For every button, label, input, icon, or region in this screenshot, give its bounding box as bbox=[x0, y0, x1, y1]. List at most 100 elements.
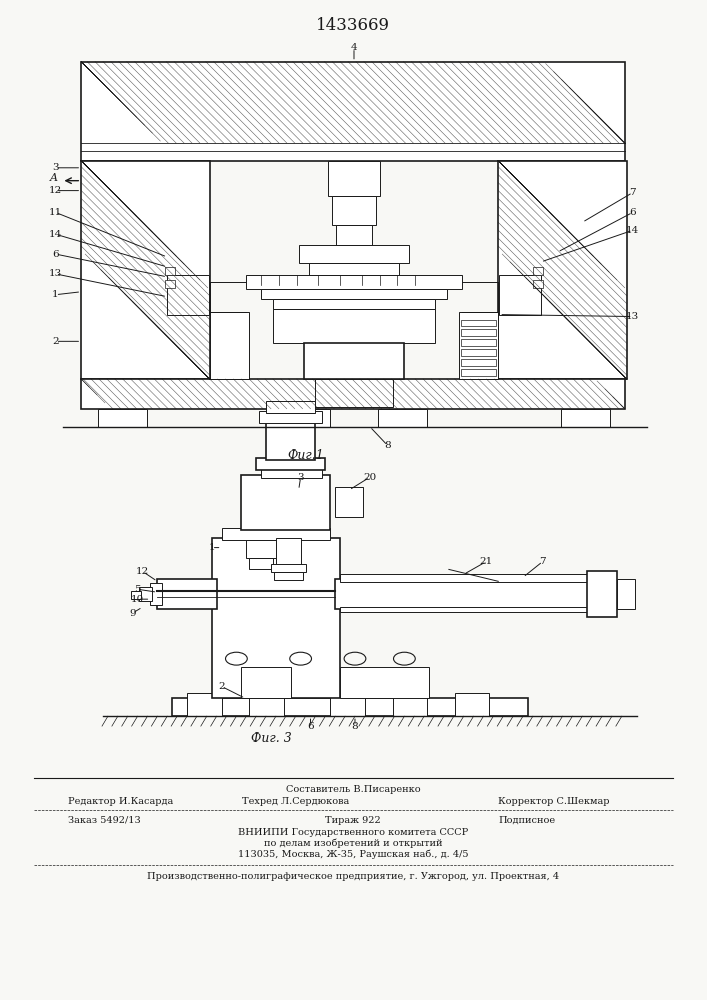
Bar bbox=[98, 409, 148, 427]
Bar bbox=[315, 379, 392, 407]
Bar bbox=[250, 693, 284, 716]
Bar bbox=[165, 280, 175, 288]
Bar bbox=[281, 409, 330, 427]
Bar bbox=[139, 587, 153, 601]
Bar bbox=[210, 312, 250, 379]
Bar bbox=[392, 693, 427, 716]
Bar bbox=[588, 571, 617, 617]
Bar bbox=[273, 309, 435, 343]
Bar bbox=[461, 320, 496, 326]
Text: 13: 13 bbox=[49, 269, 62, 278]
Bar bbox=[335, 487, 363, 517]
Bar bbox=[617, 579, 635, 609]
Bar bbox=[303, 343, 404, 379]
Text: 10: 10 bbox=[131, 595, 144, 604]
Text: 113035, Москва, Ж-35, Раушская наб., д. 4/5: 113035, Москва, Ж-35, Раушская наб., д. … bbox=[238, 849, 468, 859]
Text: 4: 4 bbox=[351, 43, 357, 52]
Text: 20: 20 bbox=[363, 473, 376, 482]
Bar bbox=[461, 359, 496, 366]
Bar bbox=[271, 564, 305, 572]
Text: Составитель В.Писаренко: Составитель В.Писаренко bbox=[286, 785, 421, 794]
Bar bbox=[498, 161, 626, 379]
Bar bbox=[340, 607, 588, 612]
Text: 7: 7 bbox=[629, 188, 636, 197]
Text: A: A bbox=[49, 173, 57, 183]
Bar bbox=[461, 339, 496, 346]
Text: 3: 3 bbox=[298, 473, 304, 482]
Bar bbox=[81, 62, 625, 161]
Text: 11: 11 bbox=[49, 208, 62, 217]
Bar bbox=[298, 245, 409, 263]
Bar bbox=[335, 579, 592, 609]
Bar bbox=[81, 161, 210, 379]
Text: 6: 6 bbox=[52, 250, 59, 259]
Text: 6: 6 bbox=[308, 722, 314, 731]
Text: 5: 5 bbox=[134, 585, 141, 594]
Bar bbox=[328, 161, 380, 196]
Bar bbox=[266, 401, 315, 413]
Text: 1433669: 1433669 bbox=[316, 17, 390, 34]
Text: Производственно-полиграфическое предприятие, г. Ужгород, ул. Проектная, 4: Производственно-полиграфическое предприя… bbox=[147, 872, 559, 881]
Text: 1: 1 bbox=[52, 290, 59, 299]
Text: 14: 14 bbox=[49, 230, 62, 239]
Text: по делам изобретений и открытий: по делам изобретений и открытий bbox=[264, 838, 443, 848]
Bar bbox=[461, 329, 496, 336]
Bar bbox=[246, 540, 276, 558]
Bar bbox=[273, 299, 435, 309]
Bar bbox=[246, 275, 462, 289]
Bar bbox=[499, 275, 541, 315]
Bar bbox=[259, 411, 322, 423]
Bar bbox=[241, 475, 330, 530]
Bar bbox=[533, 267, 543, 275]
Bar bbox=[81, 379, 625, 409]
Bar bbox=[211, 538, 340, 698]
Bar bbox=[266, 421, 315, 460]
Text: Подписное: Подписное bbox=[498, 816, 556, 825]
Text: 13: 13 bbox=[626, 312, 639, 321]
Text: 9: 9 bbox=[129, 609, 136, 618]
Bar bbox=[276, 538, 300, 579]
Bar bbox=[533, 280, 543, 288]
Text: ВНИИПИ Государственного комитета СССР: ВНИИПИ Государственного комитета СССР bbox=[238, 828, 468, 837]
Bar bbox=[332, 196, 375, 225]
Bar bbox=[151, 583, 163, 605]
Text: 2: 2 bbox=[218, 682, 225, 691]
Bar bbox=[261, 468, 322, 478]
Text: 7: 7 bbox=[539, 557, 546, 566]
Bar bbox=[221, 528, 330, 540]
Bar bbox=[165, 267, 175, 275]
Text: 8: 8 bbox=[385, 441, 391, 450]
Text: 3: 3 bbox=[52, 163, 59, 172]
Text: 14: 14 bbox=[626, 226, 639, 235]
Bar bbox=[455, 693, 489, 716]
Bar bbox=[461, 349, 496, 356]
Text: 8: 8 bbox=[351, 722, 358, 731]
Bar bbox=[378, 409, 427, 427]
Text: 6: 6 bbox=[629, 208, 636, 217]
Bar bbox=[461, 369, 496, 376]
Text: Корректор С.Шекмар: Корректор С.Шекмар bbox=[498, 797, 609, 806]
Bar bbox=[308, 263, 399, 275]
Bar bbox=[330, 693, 365, 716]
Text: Тираж 922: Тираж 922 bbox=[325, 816, 381, 825]
Bar bbox=[261, 289, 447, 299]
Bar bbox=[241, 667, 291, 698]
Text: 21: 21 bbox=[480, 557, 493, 566]
Text: Фиг. 3: Фиг. 3 bbox=[250, 732, 291, 745]
Text: Техред Л.Сердюкова: Техред Л.Сердюкова bbox=[242, 797, 349, 806]
Bar bbox=[274, 572, 303, 580]
Bar bbox=[187, 693, 221, 716]
Text: 12: 12 bbox=[49, 186, 62, 195]
Bar bbox=[173, 698, 528, 716]
Text: Заказ 5492/13: Заказ 5492/13 bbox=[69, 816, 141, 825]
Bar bbox=[459, 312, 498, 379]
Bar bbox=[337, 225, 372, 245]
Text: 1: 1 bbox=[209, 543, 215, 552]
Bar bbox=[158, 579, 216, 609]
Bar bbox=[250, 558, 273, 569]
Text: 2: 2 bbox=[52, 337, 59, 346]
Bar bbox=[340, 574, 588, 582]
Text: Редактор И.Касарда: Редактор И.Касарда bbox=[69, 797, 174, 806]
Bar bbox=[340, 667, 429, 698]
Bar bbox=[561, 409, 610, 427]
